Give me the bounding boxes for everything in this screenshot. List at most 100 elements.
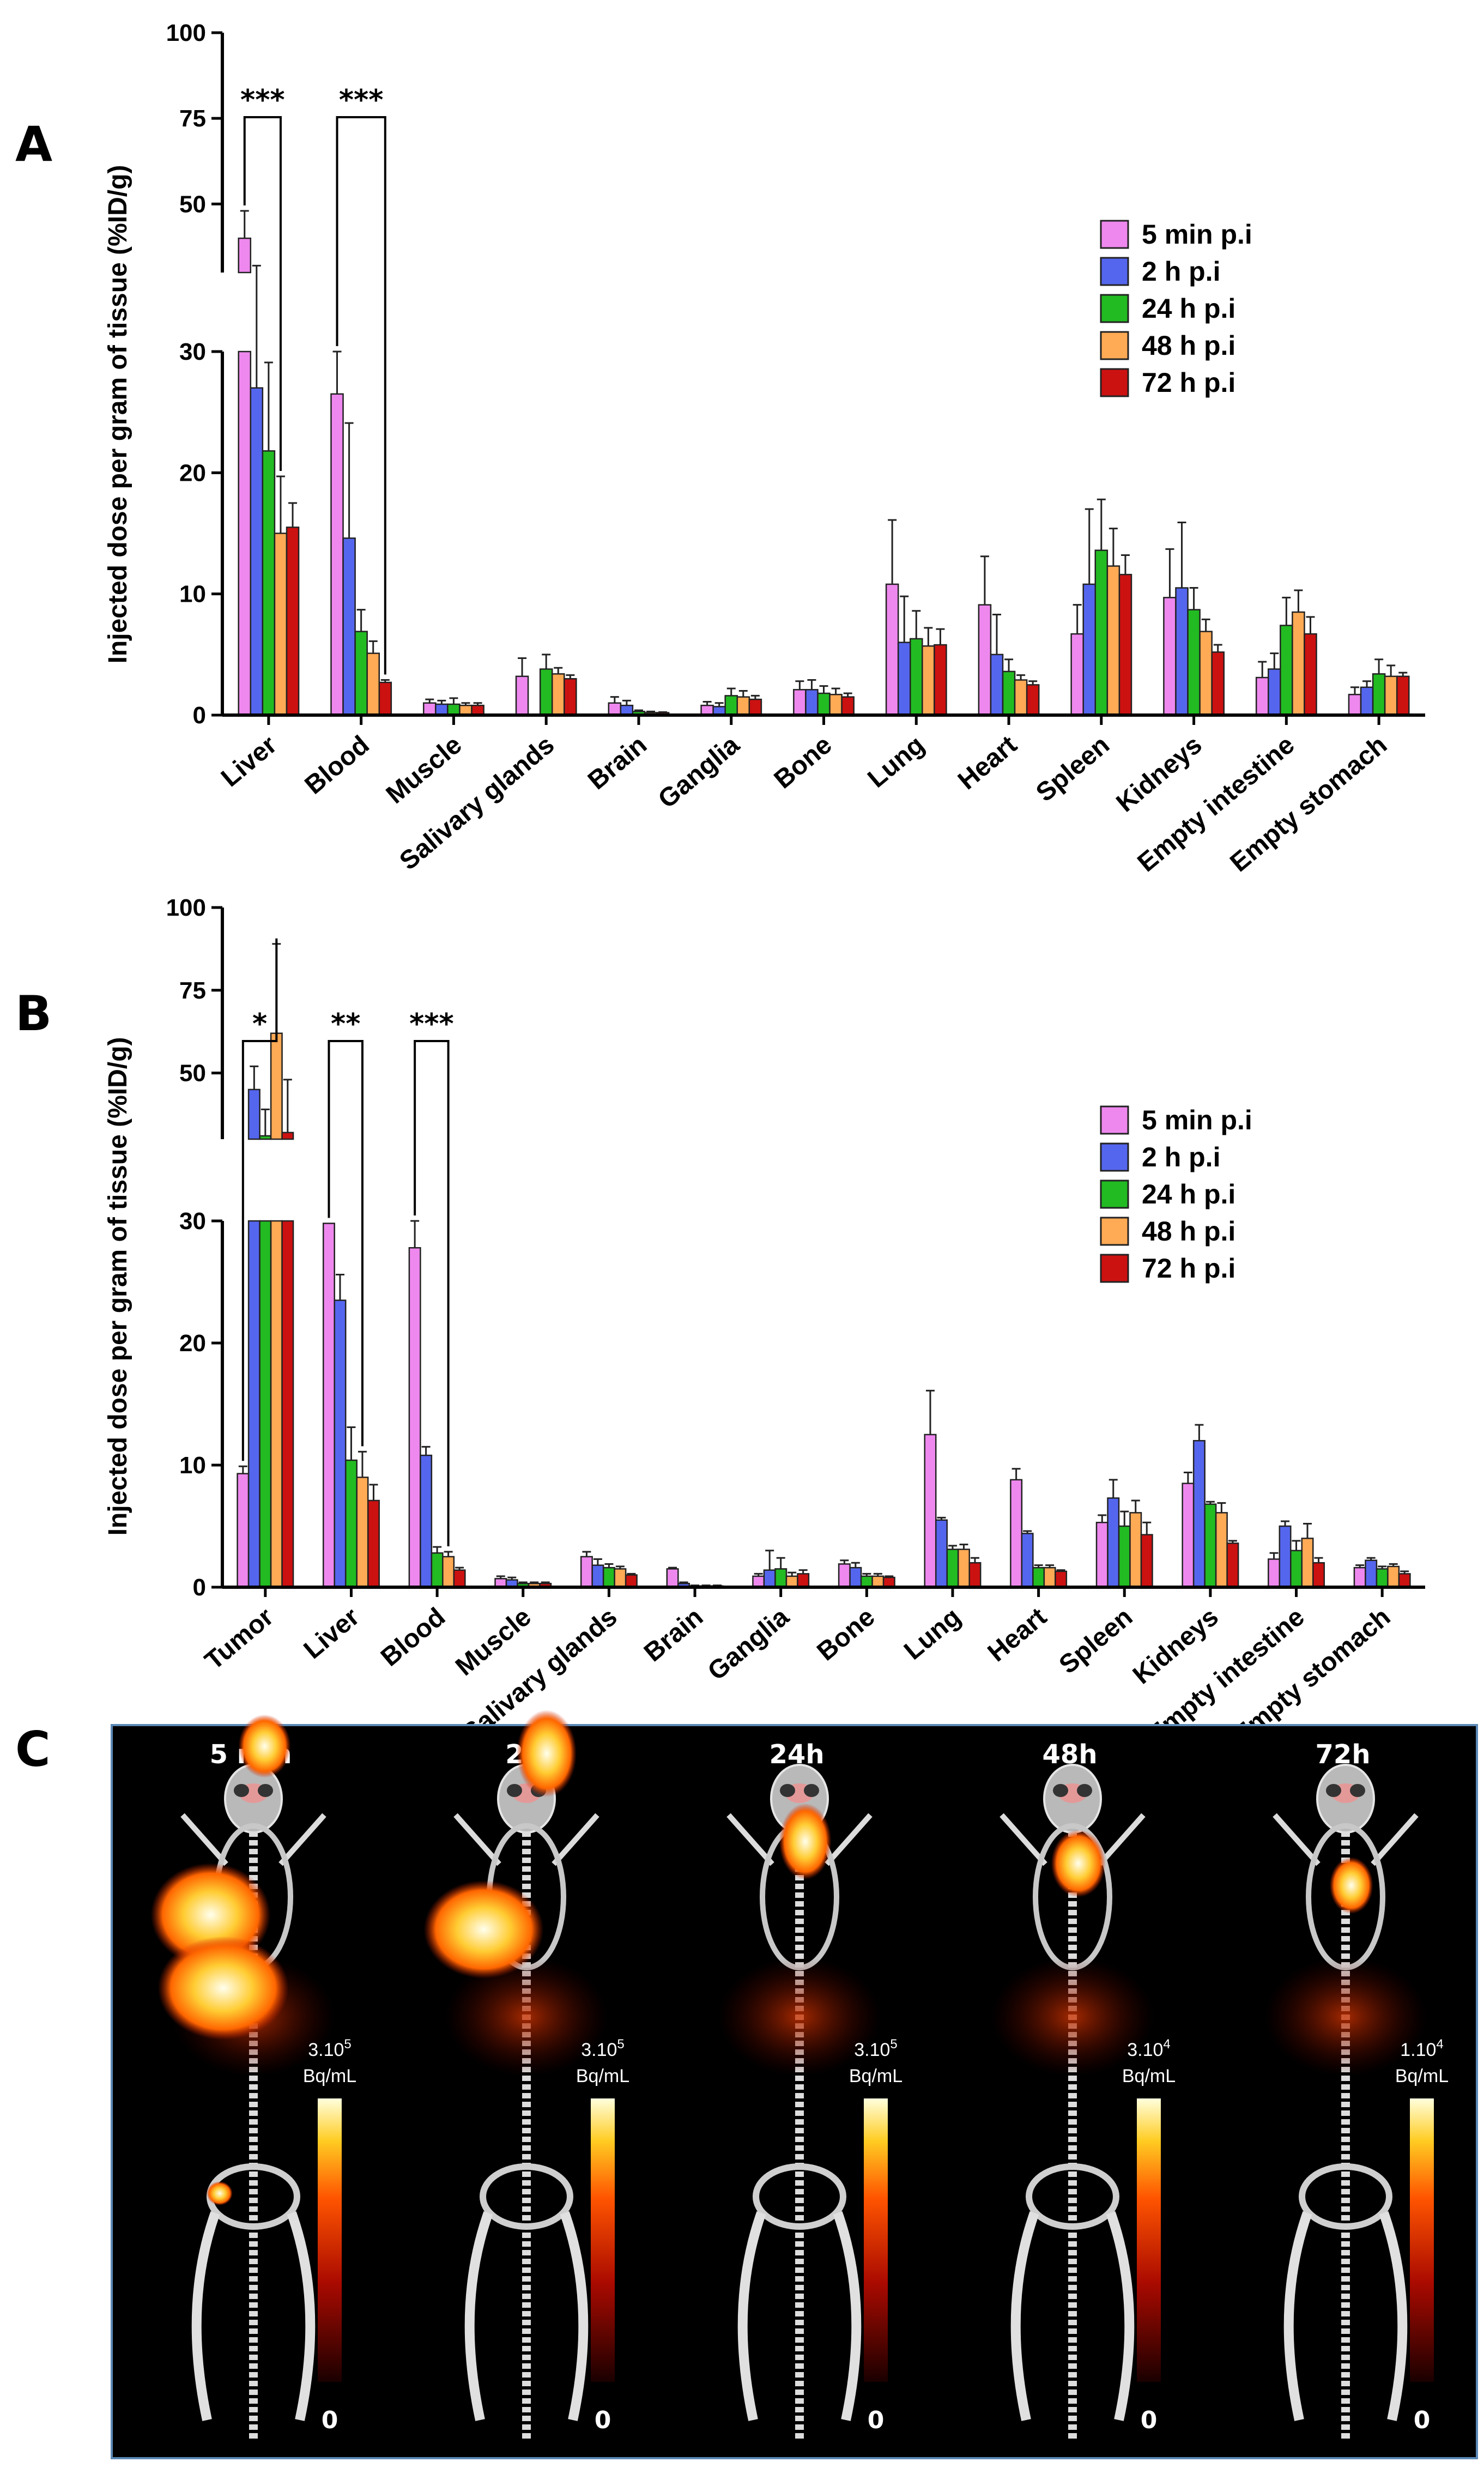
pet-imaging-panel: 5 min3.105Bq/mL02h3.105Bq/mL024h3.105Bq/… [111,1710,1478,2459]
legend-swatch-b [1100,1217,1129,1246]
bar-b [281,1220,294,1588]
legend-swatch-a [1100,368,1129,397]
bar-a [1014,679,1028,716]
bar-b [259,1220,272,1588]
panel-letter-b: B [15,985,52,1042]
bar-b [602,1566,615,1588]
significance-label-a: *** [240,84,285,117]
legend-swatch-b [1100,1142,1129,1172]
bar-b [237,1473,250,1588]
bar-b [946,1548,959,1588]
bar-a [1280,625,1293,716]
bar-a [909,638,923,716]
bar-b [1398,1573,1411,1588]
bar-b [625,1574,638,1588]
bar-b [1140,1534,1153,1588]
legend-label-a: 2 h p.i [1142,256,1220,287]
y-tick-label-b: 50 [179,1060,206,1087]
uptake-hotspot [517,1710,577,1798]
bar-upper-a [238,237,252,274]
mouse-scan-image [445,1764,608,2442]
bar-a [1304,633,1317,716]
legend-label-a: 24 h p.i [1142,293,1235,324]
bar-b [334,1299,347,1588]
bar-a [1372,673,1386,716]
uptake-hotspot [158,1936,289,2040]
bar-group-a [238,210,1410,716]
bar-a [238,350,252,716]
scale-max-label: 3.105 [581,2037,625,2060]
bar-b [1226,1542,1239,1588]
bar-b [247,1220,261,1588]
bar-b [367,1499,380,1588]
category-label-a: Liver [216,730,282,793]
legend-label-a: 5 min p.i [1142,219,1252,250]
legend-label-b: 2 h p.i [1142,1142,1220,1172]
significance-label-b: ** [331,1008,360,1041]
bar-b [1215,1512,1228,1588]
y-axis-label-b: Injected dose per gram of tissue (%ID/g) [104,1037,132,1536]
bar-a [885,583,899,716]
mouse-scan-image [1264,1764,1427,2442]
scale-min-label: 0 [868,2406,885,2434]
y-tick-label-a: 20 [179,459,206,486]
category-label-b: Heart [983,1602,1052,1667]
category-label-a: Salivary glands [394,730,560,876]
chart-a: Injected dose per gram of tissue (%ID/g)… [104,20,1425,878]
bar-a [978,604,992,716]
category-label-a: Lung [862,730,930,794]
legend-swatch-a [1100,257,1129,286]
bar-a [262,450,276,716]
bar-b [860,1575,873,1588]
category-label-a: Heart [953,730,1022,795]
scale-unit-label: Bq/mL [849,2066,902,2086]
scale-unit-label: Bq/mL [576,2066,629,2086]
uptake-hotspot [238,1714,291,1778]
bar-a [1026,684,1040,716]
y-axis-label-a: Injected dose per gram of tissue (%ID/g) [104,165,132,664]
category-label-b: Bone [811,1602,880,1667]
significance-bracket-b [241,938,278,1461]
y-tick-label-b: 10 [179,1452,206,1479]
category-label-b: Ganglia [702,1602,795,1686]
legend-label-a: 48 h p.i [1142,330,1235,361]
significance-bracket-b [328,1040,364,1447]
bar-upper-b [281,1132,294,1140]
significance-bracket-b [414,1040,450,1547]
bar-a [805,689,819,716]
y-tick-label-a: 75 [179,105,206,132]
legend-swatch-a [1100,294,1129,323]
bar-a [422,702,437,716]
scale-unit-label: Bq/mL [303,2066,356,2086]
bar-a [897,642,911,716]
bar-b [1204,1503,1217,1588]
bar-b [666,1568,679,1588]
legend-label-a: 72 h p.i [1142,367,1235,398]
category-label-a: Blood [299,730,374,800]
bar-upper-b [247,1088,261,1140]
bar-a [934,644,947,716]
bar-a [990,654,1004,716]
bar-a [1267,668,1281,716]
bar-a [748,698,762,716]
color-scale-bar [864,2098,888,2382]
bar-b [431,1552,444,1588]
bar-a [286,527,300,716]
chart-b: Injected dose per gram of tissue (%ID/g)… [104,894,1425,1750]
bar-a [841,696,855,716]
bar-b [1032,1566,1045,1588]
bar-b [763,1569,776,1588]
bar-b [1182,1483,1195,1588]
bar-b [1290,1550,1303,1588]
bar-b [420,1454,433,1588]
bar-b [1279,1525,1292,1588]
bar-b [849,1566,862,1588]
bar-b [774,1568,788,1588]
scale-min-label: 0 [1141,2406,1158,2434]
legend-a: 5 min p.i 2 h p.i 24 h p.i 48 h p.i 72 h p.i [1100,219,1252,398]
bar-b [1365,1559,1378,1588]
bar-b [344,1459,358,1588]
scale-max-label: 3.104 [1127,2037,1171,2060]
significance-label-b: *** [409,1008,454,1041]
bar-a [1163,597,1177,716]
